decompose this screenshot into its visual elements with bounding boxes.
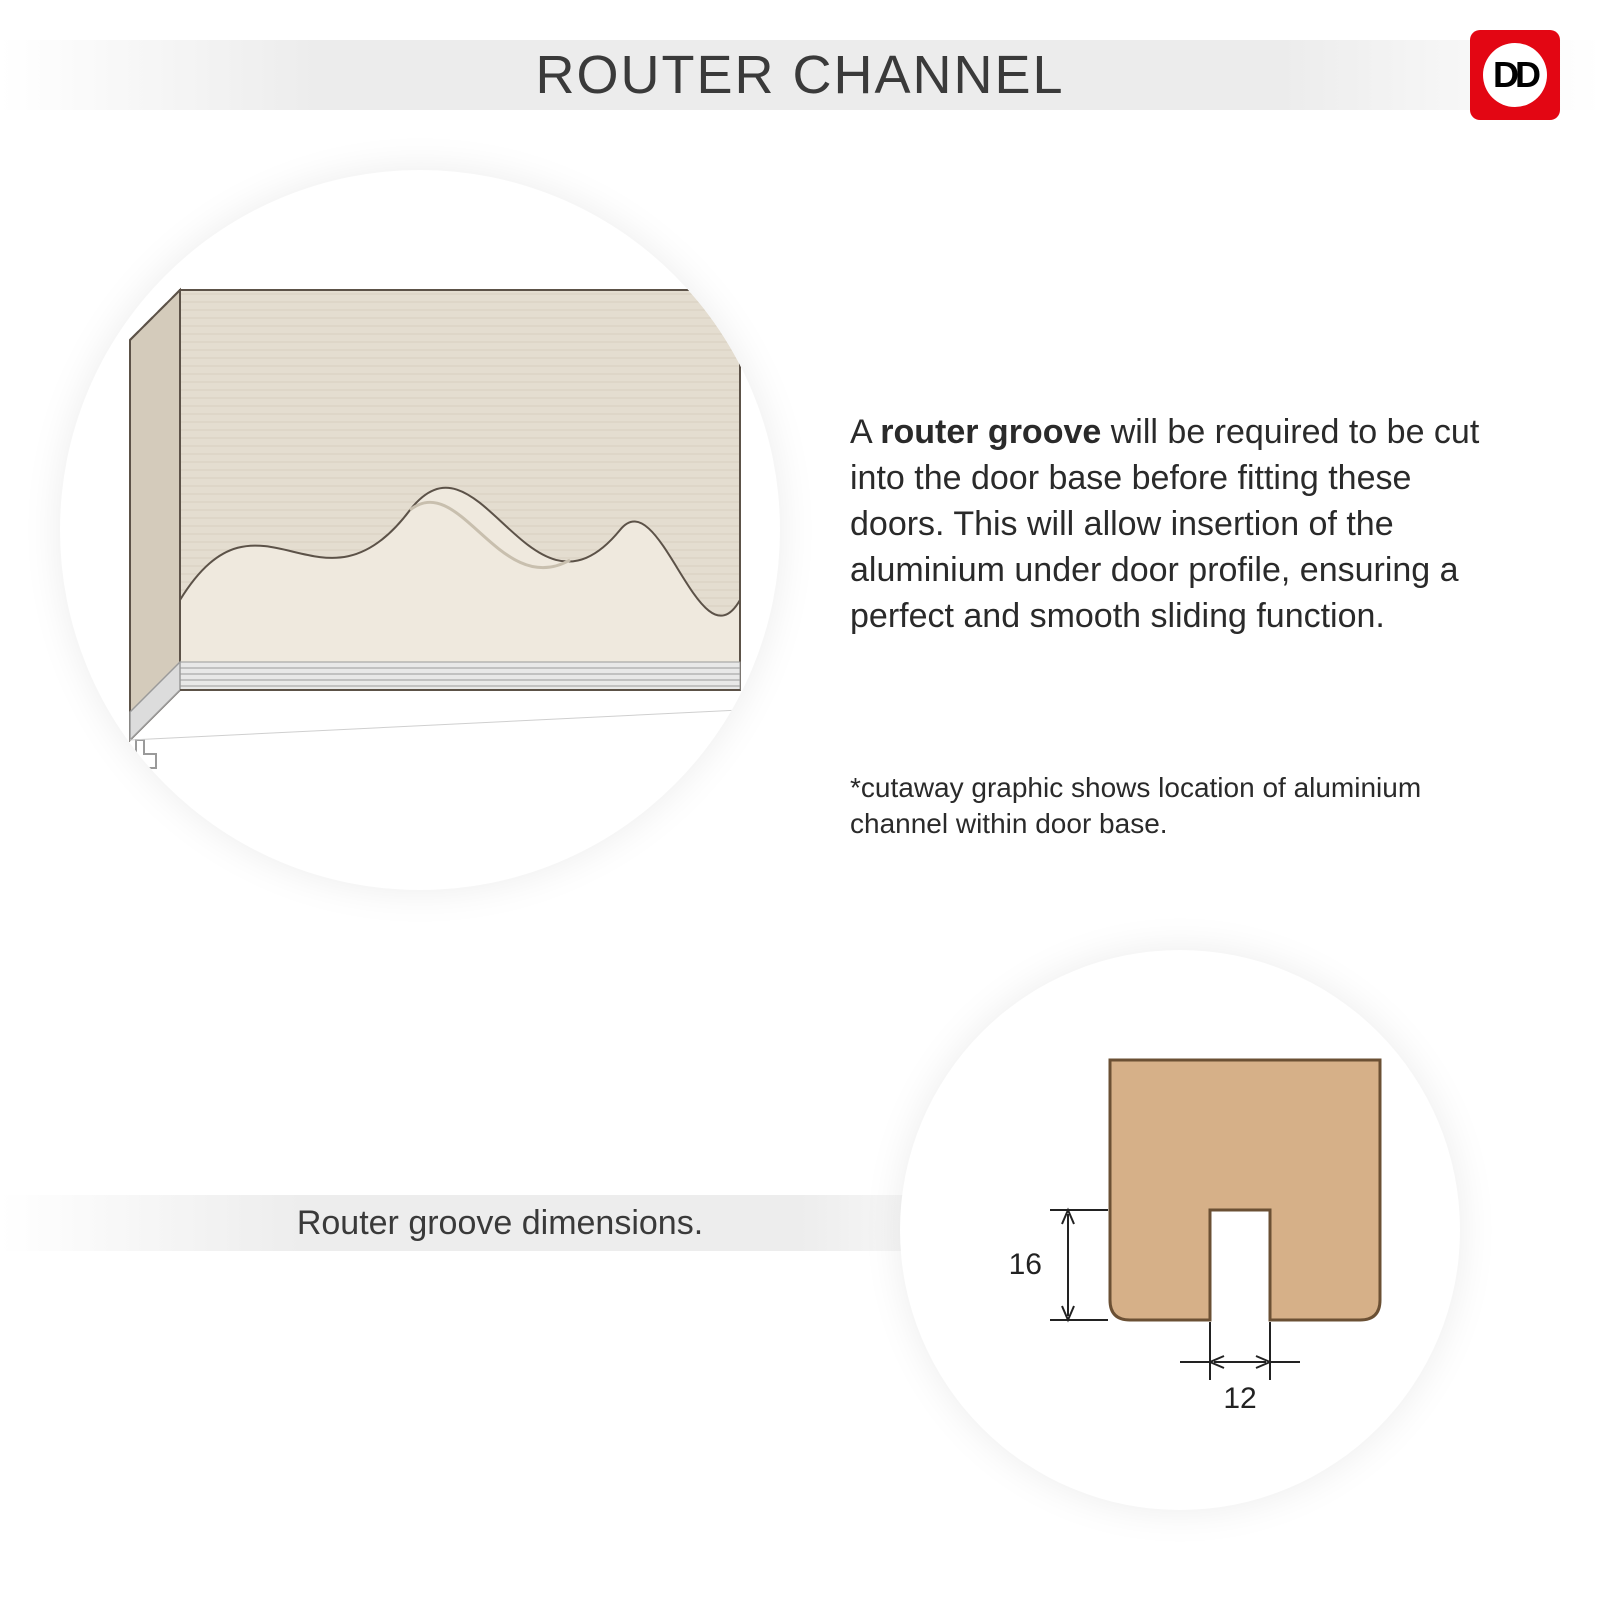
width-value: 12 (1223, 1382, 1256, 1415)
desc-bold: router groove (880, 413, 1101, 451)
cutaway-illustration (60, 170, 780, 890)
dimensions-label: Router groove dimensions. (297, 1204, 703, 1243)
page-title: ROUTER CHANNEL (535, 44, 1064, 106)
desc-prefix: A (850, 413, 880, 451)
width-dimension (1180, 1322, 1300, 1380)
depth-dimension (1050, 1210, 1108, 1320)
depth-value: 16 (1009, 1248, 1042, 1281)
cross-section-illustration: 16 12 (900, 950, 1460, 1510)
title-bar: ROUTER CHANNEL (0, 40, 1600, 110)
description-text: A router groove will be required to be c… (850, 410, 1510, 639)
cutaway-svg (60, 170, 780, 890)
brand-logo: DD (1470, 30, 1560, 120)
brand-logo-text: DD (1483, 43, 1547, 107)
footnote-text: *cutaway graphic shows location of alumi… (850, 770, 1490, 843)
door-profile (1110, 1060, 1380, 1320)
cross-section-svg: 16 12 (950, 1020, 1410, 1440)
dimensions-label-bar: Router groove dimensions. (0, 1195, 1000, 1251)
